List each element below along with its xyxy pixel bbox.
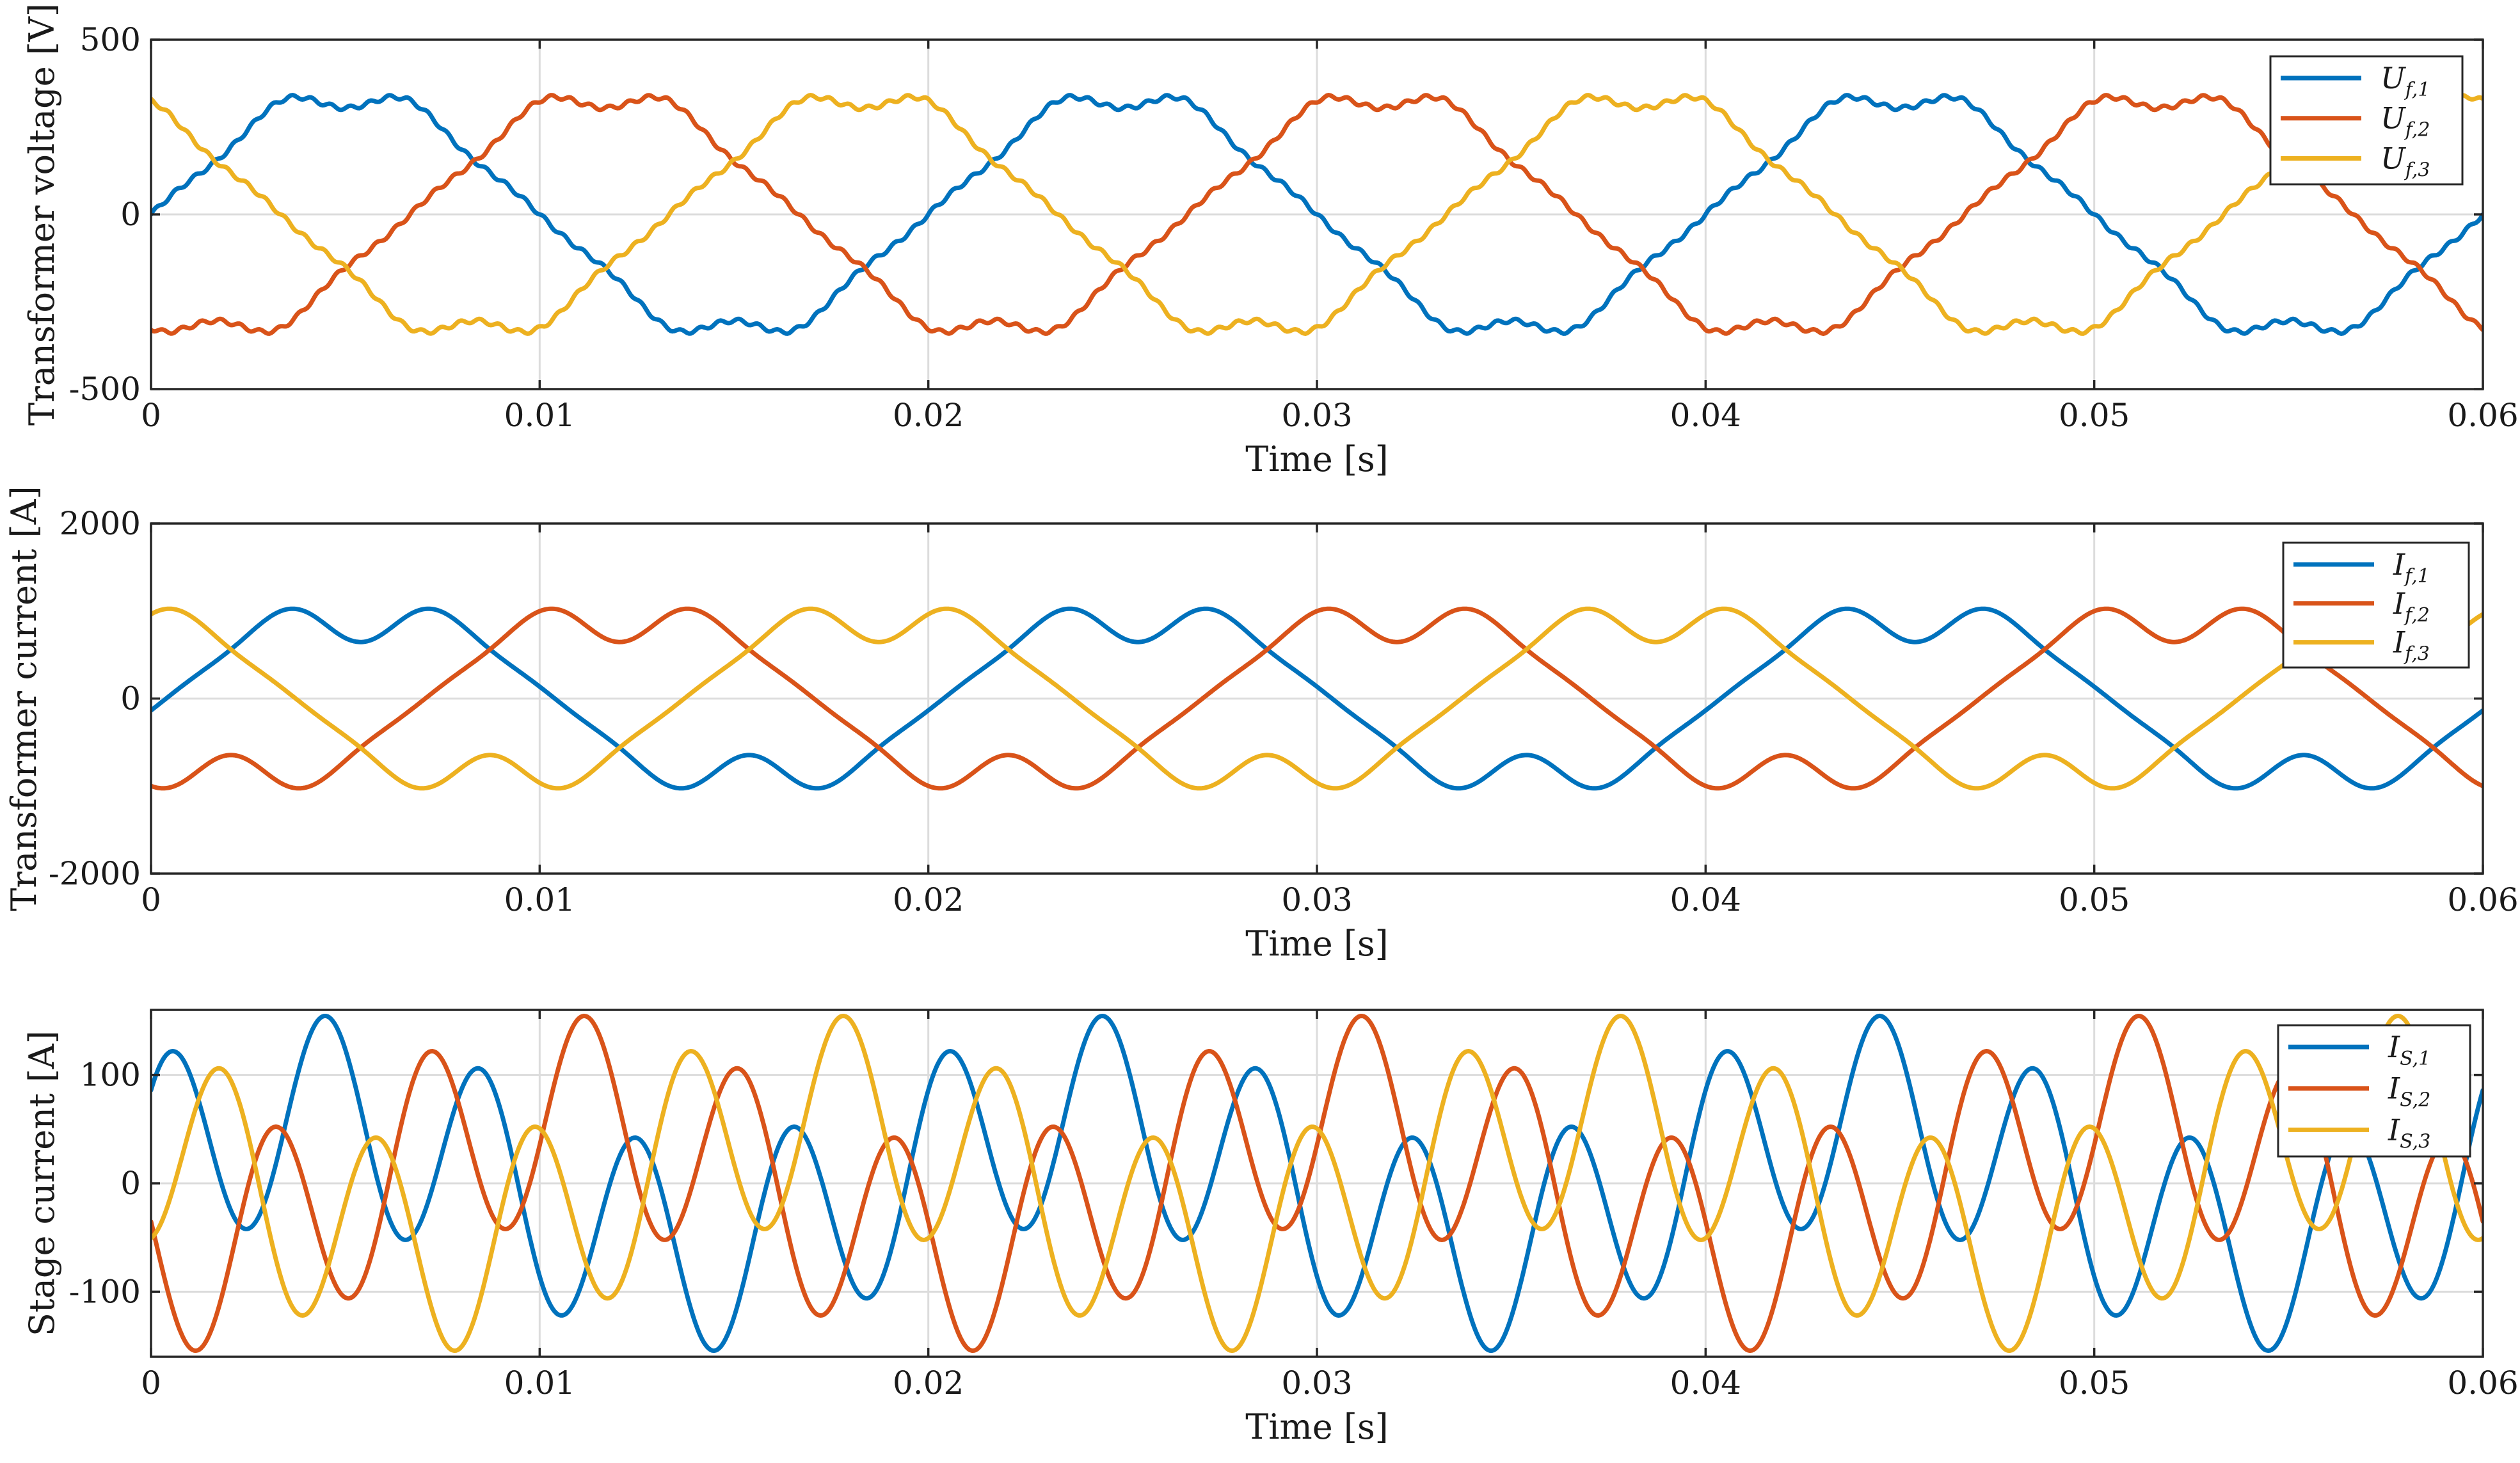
- series-line-i-f-1: [151, 606, 2483, 791]
- y-tick-label: 500: [80, 21, 141, 58]
- x-tick-label: 0.06: [2447, 397, 2518, 434]
- legend: Uf,1Uf,2Uf,3: [2269, 55, 2464, 186]
- legend-label: Uf,1: [2380, 61, 2430, 101]
- x-axis-label: Time [s]: [1245, 923, 1388, 964]
- x-tick-label: 0.06: [2447, 1364, 2518, 1402]
- legend-label: Uf,3: [2380, 141, 2430, 181]
- legend: If,1If,2If,3: [2282, 541, 2470, 669]
- series-line-i-f-3: [151, 606, 2483, 791]
- x-tick-label: 0.01: [504, 397, 575, 434]
- series-line-i-f-2: [151, 606, 2483, 791]
- y-tick-label: 0: [120, 1165, 141, 1202]
- x-tick-label: 0.06: [2447, 881, 2518, 918]
- legend-label: If,1: [2393, 547, 2430, 588]
- legend-label: IS,2: [2388, 1071, 2430, 1112]
- y-tick-label: -100: [69, 1273, 141, 1310]
- y-tick-label: 0: [120, 680, 141, 717]
- x-tick-label: 0.04: [1670, 1364, 1741, 1402]
- x-tick-label: 0: [141, 1364, 161, 1402]
- x-tick-label: 0.02: [893, 1364, 964, 1402]
- legend-label: IS,3: [2388, 1112, 2430, 1153]
- legend-label: Uf,2: [2380, 101, 2430, 141]
- y-tick-label: 0: [120, 196, 141, 233]
- x-tick-label: 0: [141, 397, 161, 434]
- x-tick-label: 0.05: [2059, 1364, 2130, 1402]
- y-axis-label: Stage current [A]: [22, 1030, 62, 1336]
- x-tick-label: 0.04: [1670, 397, 1741, 434]
- series-group: [151, 1013, 2483, 1354]
- series-line-i-s-2: [151, 1013, 2483, 1354]
- x-axis-label: Time [s]: [1245, 439, 1388, 479]
- x-tick-label: 0.05: [2059, 397, 2130, 434]
- y-tick-label: 2000: [60, 505, 141, 542]
- x-tick-label: 0.03: [1281, 1364, 1352, 1402]
- series-line-u-f-2: [151, 93, 2483, 336]
- x-tick-label: 0.01: [504, 1364, 575, 1402]
- series-line-u-f-3: [151, 93, 2483, 336]
- y-tick-label: -500: [69, 371, 141, 408]
- y-tick-label: -2000: [49, 855, 141, 892]
- legend-label: If,3: [2393, 625, 2430, 666]
- legend: IS,1IS,2IS,3: [2277, 1024, 2471, 1158]
- series-line-i-s-1: [151, 1013, 2483, 1354]
- x-tick-label: 0: [141, 881, 161, 918]
- y-tick-label: 100: [80, 1057, 141, 1094]
- x-tick-label: 0.03: [1281, 397, 1352, 434]
- series-group: [151, 606, 2483, 791]
- x-tick-label: 0.02: [893, 881, 964, 918]
- y-axis-label: Transformer current [A]: [4, 486, 44, 911]
- subplot-2: 0 0.01 0.02 0.03 0.04 0.05 0.06-200002000Time …: [4, 486, 2519, 964]
- x-tick-label: 0.05: [2059, 881, 2130, 918]
- series-line-i-s-3: [151, 1013, 2483, 1354]
- series-line-u-f-1: [151, 93, 2483, 336]
- x-tick-label: 0.01: [504, 881, 575, 918]
- subplot-3: 0 0.01 0.02 0.03 0.04 0.05 0.06 -100 0 100 Time [s…: [22, 1009, 2519, 1447]
- x-axis-label: Time [s]: [1245, 1407, 1388, 1447]
- y-axis-label: Transformer voltage [V]: [22, 3, 62, 426]
- legend-label: IS,1: [2388, 1030, 2430, 1070]
- x-tick-label: 0.03: [1281, 881, 1352, 918]
- series-group: [151, 93, 2483, 336]
- x-tick-label: 0.02: [893, 397, 964, 434]
- legend-label: If,2: [2393, 586, 2430, 627]
- x-tick-label: 0.04: [1670, 881, 1741, 918]
